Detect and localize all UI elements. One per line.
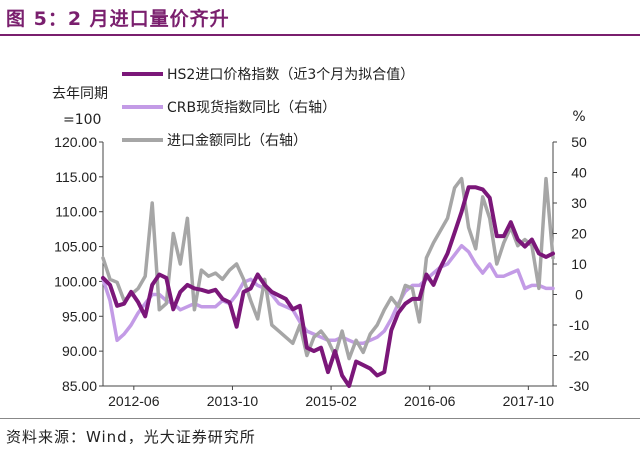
- legend: HS2进口价格指数（近3个月为拟合值） CRB现货指数同比（右轴） 进口金额同比（右…: [122, 67, 414, 149]
- hs2-price-index-line: [101, 185, 555, 388]
- x-tick-label: 2013-10: [207, 393, 259, 409]
- y-right-axis-label: %: [572, 109, 585, 125]
- y-right-tick-label: 0: [575, 287, 583, 303]
- figure-title: 图 5：2 月进口量价齐升: [6, 8, 230, 30]
- y-left-axis-label-line2: =100: [63, 112, 101, 128]
- y-right-tick-label: -30: [569, 378, 589, 394]
- y-right-tick-label: 40: [571, 165, 587, 181]
- chart-canvas: 120.00 115.00 110.00 105.00 100.00 95.00 90.00…: [52, 67, 589, 409]
- axes-layer: 120.00 115.00 110.00 105.00 100.00 95.00 90.00…: [52, 86, 589, 409]
- title-rule: [0, 34, 640, 36]
- y-left-axis-label-line1: 去年同期: [52, 86, 108, 102]
- y-left-tick-label: 100.00: [54, 273, 97, 289]
- y-left-tick-label: 115.00: [55, 169, 97, 185]
- y-left-tick-label: 85.00: [62, 378, 97, 394]
- y-left-tick-label: 95.00: [62, 308, 97, 324]
- series-layer: [101, 176, 555, 388]
- legend-item-crb-label: CRB现货指数同比（右轴）: [167, 99, 336, 116]
- x-tick-label: 2012-06: [108, 393, 160, 409]
- x-tick-label: 2016-06: [404, 393, 456, 409]
- import-value-yoy-line: [101, 176, 555, 361]
- y-left-tick-label: 110.00: [55, 204, 97, 220]
- source-note: 资料来源：Wind，光大证券研究所: [6, 428, 256, 446]
- y-right-tick-label: -20: [569, 348, 589, 364]
- y-right-tick-label: 50: [571, 134, 587, 150]
- y-left-tick-label: 120.00: [54, 134, 97, 150]
- y-right-tick-label: 10: [571, 256, 587, 272]
- x-tick-label: 2015-02: [305, 393, 357, 409]
- y-right-tick-label: -10: [569, 317, 589, 333]
- legend-item-hs2-label: HS2进口价格指数（近3个月为拟合值）: [167, 67, 414, 83]
- x-tick-label: 2017-10: [503, 393, 555, 409]
- y-right-tick-label: 30: [571, 195, 587, 211]
- y-left-tick-label: 105.00: [54, 239, 97, 255]
- y-right-tick-label: 20: [571, 226, 587, 242]
- source-rule: [0, 418, 640, 419]
- legend-item-import-label: 进口金额同比（右轴）: [167, 133, 307, 149]
- y-left-tick-label: 90.00: [62, 343, 97, 359]
